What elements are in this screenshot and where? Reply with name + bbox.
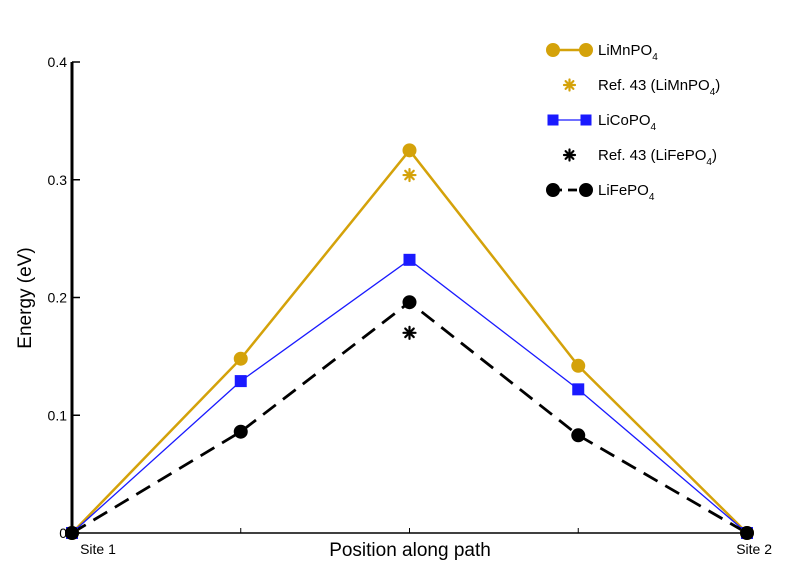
legend-label: Ref. 43 (LiMnPO4)	[598, 77, 720, 98]
legend: LiMnPO4 Ref. 43 (LiMnPO4) LiCoPO4 Ref. 43 (…	[546, 42, 720, 203]
data-point-0	[402, 143, 417, 158]
y-ticks: 0 0.1 0.2 0.3 0.4	[48, 54, 748, 541]
legend-item-0: LiMnPO4	[546, 42, 658, 63]
legend-marker	[546, 183, 560, 197]
legend-item-3: Ref. 43 (LiFePO4)	[562, 147, 717, 168]
x-tick-label: Site 1	[80, 541, 116, 557]
y-tick-label: 0.3	[48, 172, 68, 188]
asterisk-stroke	[564, 150, 575, 160]
y-tick-label: 0.4	[48, 54, 68, 70]
asterisk-stroke	[404, 169, 415, 181]
legend-item-1: Ref. 43 (LiMnPO4)	[562, 77, 720, 98]
legend-marker	[580, 114, 592, 126]
y-tick-label: 0.1	[48, 407, 68, 423]
data-point-0	[571, 358, 586, 373]
y-tick-label: 0.2	[48, 290, 68, 306]
legend-item-4: LiFePO4	[546, 182, 655, 203]
data-point-2	[403, 253, 416, 266]
data-point-2	[234, 375, 247, 388]
legend-marker	[547, 114, 559, 126]
data-point-0	[233, 351, 248, 366]
x-axis-title: Position along path	[329, 540, 491, 561]
data-point-4	[402, 295, 417, 310]
y-axis-title: Energy (eV)	[15, 247, 36, 348]
legend-marker	[546, 43, 560, 57]
data-point-3	[402, 325, 417, 340]
legend-label: LiCoPO4	[598, 112, 657, 133]
legend-label: Ref. 43 (LiFePO4)	[598, 147, 717, 168]
data-point-4	[571, 428, 586, 443]
y-tick-label: 0	[59, 525, 67, 541]
series-layer	[65, 143, 754, 540]
legend-item-2: LiCoPO4	[547, 112, 657, 133]
asterisk-stroke	[404, 327, 415, 339]
asterisk-stroke	[564, 80, 575, 90]
x-tick-labels: Site 1 Site 2	[80, 541, 772, 557]
legend-marker	[562, 148, 577, 162]
legend-marker	[579, 43, 593, 57]
legend-marker	[579, 183, 593, 197]
legend-label: LiMnPO4	[598, 42, 658, 63]
data-point-2	[572, 383, 585, 396]
x-tick-label: Site 2	[736, 541, 772, 557]
data-point-4	[233, 424, 248, 439]
legend-marker	[562, 78, 577, 92]
data-point-1	[402, 167, 417, 183]
legend-label: LiFePO4	[598, 182, 655, 203]
